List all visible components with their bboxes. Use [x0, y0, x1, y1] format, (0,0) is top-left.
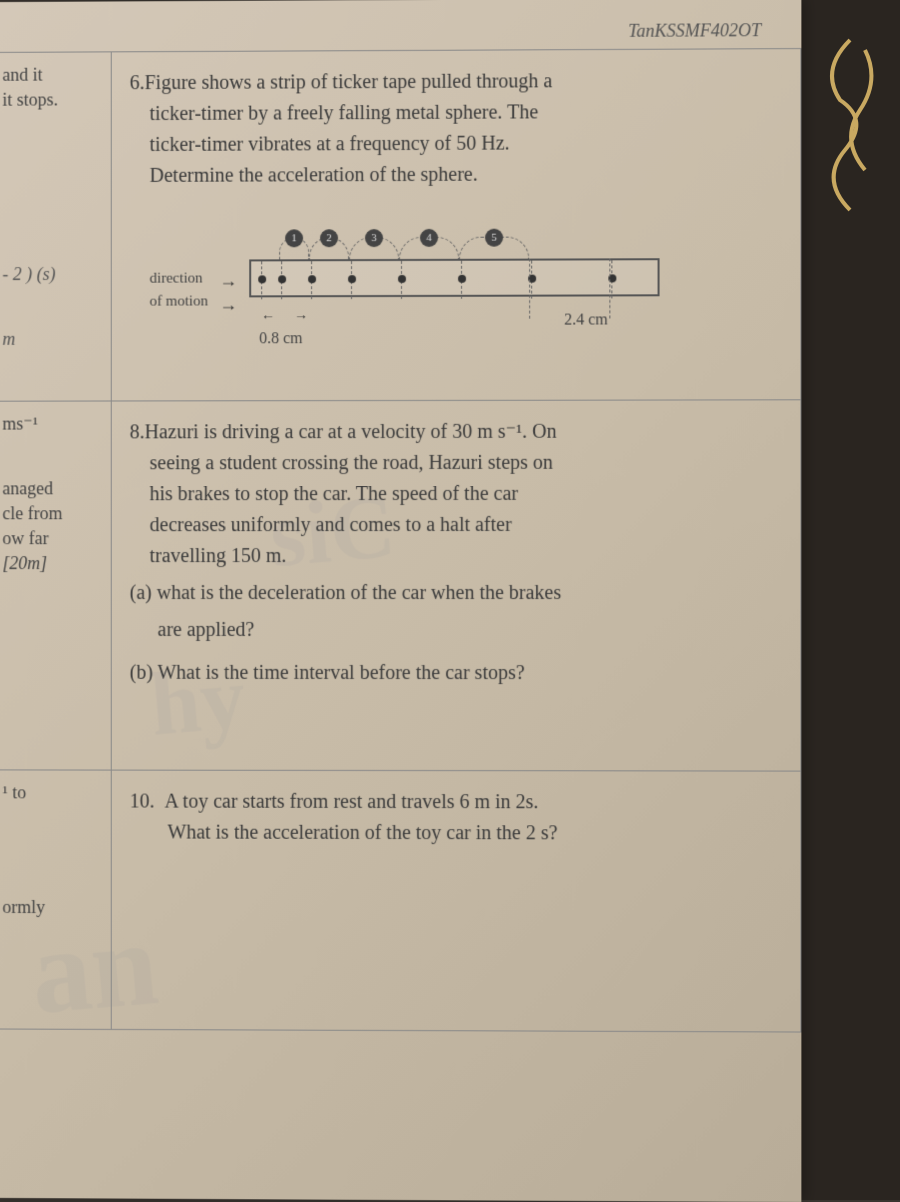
question-cell: 6.Figure shows a strip of ticker tape pu…: [111, 49, 801, 401]
dimension-label: 0.8 cm: [259, 327, 302, 352]
left-fragment-cell: and it it stops. - 2 ) (s) m: [0, 52, 111, 401]
question-number: 6.: [130, 72, 145, 94]
unit-text: m: [2, 329, 100, 350]
question-part-a: (a) what is the deceleration of the car …: [130, 578, 783, 609]
tick-dot: [278, 275, 286, 283]
fragment-text: it stops.: [2, 89, 100, 110]
fragment-text: ow far: [2, 528, 100, 549]
dimension-arrow-icon: →: [294, 305, 308, 327]
answer-hint: [20m]: [2, 553, 100, 574]
extent-line: [529, 259, 530, 319]
swirl-icon: [810, 30, 890, 230]
table-row: ms⁻¹ anaged cle from ow far [20m] 8.Hazu…: [0, 400, 801, 771]
fragment-text: ¹ to: [2, 782, 100, 803]
tick-dot: [348, 275, 356, 283]
interval-badge: 4: [420, 229, 438, 247]
question-part-a-line2: are applied?: [130, 615, 783, 646]
question-line: Hazuri is driving a car at a velocity of…: [145, 421, 557, 444]
question-line: ticker-timer vibrates at a frequency of …: [130, 127, 783, 161]
direction-label: direction of motion: [150, 268, 209, 315]
table-row: and it it stops. - 2 ) (s) m 6.Figure sh…: [0, 49, 801, 402]
dimension-arrow-icon: ←: [261, 305, 275, 327]
left-fragment-cell: ¹ to ormly: [0, 770, 111, 1030]
question-line: travelling 150 m.: [130, 541, 783, 572]
fragment-text: cle from: [2, 503, 100, 524]
fragment-text: anaged: [2, 478, 100, 499]
interval-badge: 3: [365, 229, 383, 247]
worksheet-table: and it it stops. - 2 ) (s) m 6.Figure sh…: [0, 48, 801, 1032]
question-line: his brakes to stop the car. The speed of…: [130, 479, 783, 511]
dimension-label: 2.4 cm: [564, 308, 608, 333]
fragment-text: ms⁻¹: [2, 413, 100, 434]
question-line: decreases uniformly and comes to a halt …: [130, 510, 783, 541]
interval-badge: 1: [285, 229, 303, 247]
question-line: A toy car starts from rest and travels 6…: [164, 791, 538, 814]
question-line: seeing a student crossing the road, Hazu…: [130, 447, 783, 479]
fragment-text: and it: [2, 64, 100, 85]
label-text: of motion: [150, 291, 209, 314]
left-fragment-cell: ms⁻¹ anaged cle from ow far [20m]: [0, 401, 111, 770]
extent-line: [609, 258, 610, 318]
document-code: TanKSSMF402OT: [628, 20, 761, 42]
question-line: ticker-timer by a freely falling metal s…: [130, 96, 783, 130]
question-text: 6.Figure shows a strip of ticker tape pu…: [130, 65, 783, 99]
question-part-b: (b) What is the time interval before the…: [130, 658, 783, 689]
page-edge-decor: [800, 0, 900, 1200]
tick-dot: [308, 275, 316, 283]
interval-badge: 2: [320, 229, 338, 247]
question-cell: 10. A toy car starts from rest and trave…: [111, 770, 801, 1032]
tick-dot: [398, 275, 406, 283]
tick-dot: [258, 275, 266, 283]
interval-badge: 5: [485, 229, 503, 247]
worksheet-page: TanKSSMF402OT siC hy an and it it stops.…: [0, 0, 801, 1202]
question-text: 10. A toy car starts from rest and trave…: [130, 787, 783, 819]
label-text: direction: [150, 268, 209, 291]
question-number: 10.: [130, 791, 155, 813]
fragment-text: ormly: [2, 897, 100, 918]
arrow-icon: →: [219, 291, 237, 319]
table-row: ¹ to ormly 10. A toy car starts from res…: [0, 770, 801, 1032]
tape-strip: [249, 258, 659, 297]
handwritten-note: - 2 ) (s): [2, 264, 100, 285]
question-number: 8.: [130, 421, 145, 443]
ticker-tape-diagram: direction of motion → → ← → 0.8 cm 2.4 c…: [130, 208, 670, 359]
question-line: Determine the acceleration of the sphere…: [130, 159, 783, 192]
question-cell: 8.Hazuri is driving a car at a velocity …: [111, 400, 801, 771]
question-text: 8.Hazuri is driving a car at a velocity …: [130, 416, 783, 448]
question-line: Figure shows a strip of ticker tape pull…: [145, 70, 553, 94]
question-line: What is the acceleration of the toy car …: [130, 817, 783, 849]
tick-dot: [458, 275, 466, 283]
